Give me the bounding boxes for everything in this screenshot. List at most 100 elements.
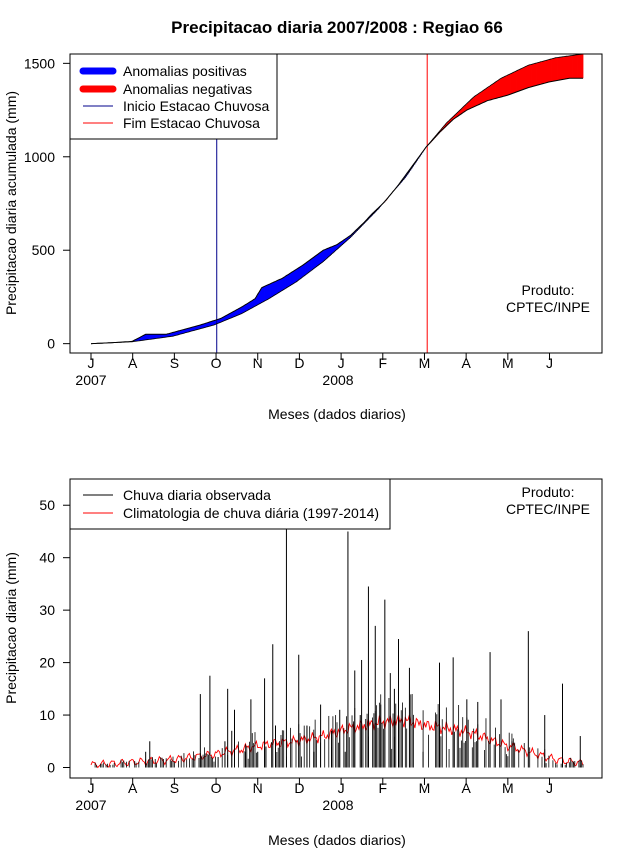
anomaly-positive-day [134, 339, 137, 342]
anomaly-positive-day [309, 259, 312, 272]
climatology-accumulated-line [90, 53, 584, 345]
anomaly-positive-day [181, 330, 183, 334]
anomaly-positive-day [192, 327, 194, 331]
bottom-plot-area [69, 478, 603, 779]
anomaly-negative-day [563, 56, 566, 80]
anomaly-positive-day [144, 334, 147, 341]
anomaly-positive-day [317, 253, 320, 266]
anomaly-positive-day [175, 331, 178, 336]
anomaly-negative-day [499, 78, 502, 98]
anomaly-positive-day [321, 250, 324, 262]
anomaly-negative-day [487, 87, 490, 101]
anomaly-negative-day [470, 98, 473, 108]
top-plot-area [69, 53, 603, 354]
anomaly-positive-day [308, 260, 311, 273]
anomaly-positive-day [209, 321, 212, 326]
top-y-tick-label: 1000 [24, 149, 55, 165]
anomaly-positive-day [133, 340, 136, 342]
anomaly-positive-day [274, 281, 276, 296]
anomaly-positive-day [255, 297, 257, 306]
bottom-x-tick-label: O [211, 780, 222, 796]
anomaly-negative-day [558, 57, 561, 81]
anomaly-negative-day [573, 55, 576, 79]
anomaly-positive-day [263, 286, 265, 302]
anomaly-positive-day [153, 334, 156, 339]
bottom-y-tick-label: 50 [39, 497, 55, 513]
anomaly-positive-day [142, 335, 145, 341]
anomaly-negative-day [506, 75, 509, 96]
anomaly-negative-day [509, 74, 511, 95]
anomaly-positive-day [166, 334, 168, 338]
anomaly-positive-day [343, 239, 346, 243]
anomaly-positive-day [205, 323, 208, 328]
bottom-year-label-2007: 2007 [75, 797, 106, 813]
anomaly-positive-day [224, 315, 227, 321]
anomaly-negative-day [581, 54, 584, 79]
anomaly-positive-day [353, 231, 356, 234]
anomaly-positive-day [177, 331, 179, 335]
anomaly-positive-day [298, 267, 301, 280]
top-x-tick-label: A [128, 355, 138, 371]
anomaly-positive-day [331, 246, 334, 254]
anomaly-negative-day [535, 63, 537, 86]
anomaly-positive-day [270, 283, 272, 298]
anomaly-negative-day [578, 54, 581, 79]
anomaly-positive-day [174, 331, 177, 336]
anomaly-negative-day [562, 56, 565, 80]
anomaly-negative-day [524, 66, 526, 89]
anomaly-positive-day [259, 290, 261, 304]
legend-label-climatology: Climatologia de chuva diária (1997-2014) [123, 505, 379, 521]
anomaly-positive-day [163, 334, 166, 338]
anomaly-negative-day [569, 55, 572, 79]
anomaly-positive-day [347, 236, 350, 239]
top-y-axis-label: Precipitacao diaria acumulada (mm) [3, 91, 19, 315]
anomaly-positive-day [257, 293, 260, 305]
anomaly-positive-day [159, 334, 162, 338]
bottom-y-tick-label: 30 [39, 602, 55, 618]
anomaly-positive-day [197, 325, 200, 330]
anomaly-positive-day [342, 240, 345, 244]
bottom-x-tick-label: F [379, 780, 388, 796]
anomaly-negative-day [529, 64, 532, 88]
anomaly-positive-day [350, 234, 353, 237]
top-y-tick-label: 1500 [24, 55, 55, 71]
anomaly-positive-day [280, 278, 283, 291]
top-x-tick-label: A [461, 355, 471, 371]
top-y-tick-label: 500 [32, 242, 56, 258]
anomaly-positive-day [222, 317, 224, 322]
anomaly-positive-day [241, 306, 244, 314]
anomaly-positive-day [352, 233, 354, 236]
anomaly-positive-day [337, 244, 339, 249]
bottom-annotation-produto: Produto: [522, 484, 575, 500]
anomaly-positive-day [248, 302, 250, 310]
anomaly-positive-day [323, 249, 326, 261]
anomaly-positive-day [156, 334, 159, 339]
anomaly-positive-day [279, 279, 282, 292]
anomaly-positive-day [231, 312, 234, 318]
anomaly-positive-day [261, 287, 264, 303]
anomaly-positive-day [291, 271, 294, 285]
bottom-y-tick-label: 20 [39, 655, 55, 671]
anomaly-negative-day [520, 68, 522, 91]
anomaly-positive-day [200, 324, 203, 329]
bottom-y-axis: 0 10 20 30 40 50 [39, 497, 71, 776]
anomaly-positive-day [346, 237, 349, 241]
anomaly-negative-day [525, 66, 528, 89]
anomaly-positive-day [148, 334, 151, 340]
anomaly-positive-day [293, 270, 296, 284]
anomaly-positive-day [334, 245, 337, 252]
anomaly-positive-day [249, 301, 252, 309]
anomaly-positive-day [300, 266, 302, 279]
anomaly-positive-day [188, 328, 190, 332]
anomaly-positive-day [141, 336, 144, 341]
legend-label-negative: Anomalias negativas [123, 81, 252, 97]
anomaly-positive-day [320, 251, 323, 263]
anomaly-negative-day [557, 57, 559, 81]
anomaly-positive-day [189, 327, 192, 332]
anomaly-negative-day [485, 88, 488, 102]
legend-label-positive: Anomalias positivas [123, 63, 247, 79]
anomaly-negative-day [580, 54, 583, 79]
anomaly-negative-day [550, 59, 552, 82]
